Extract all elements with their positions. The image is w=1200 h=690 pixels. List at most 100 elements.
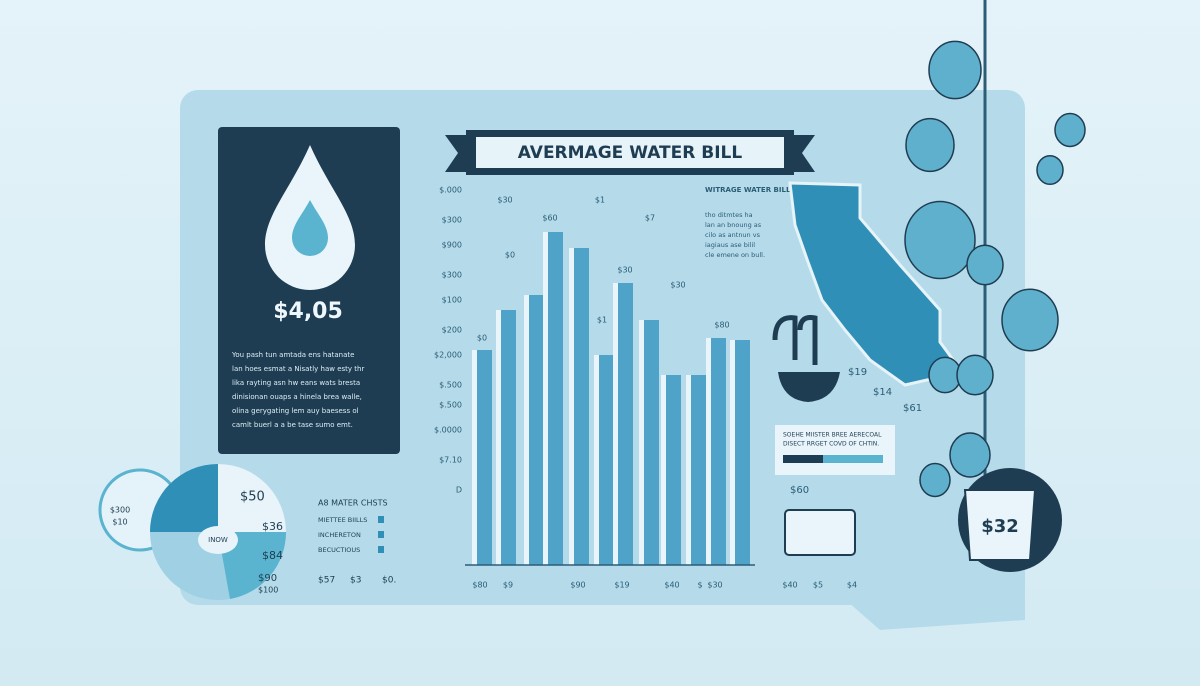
highlight-panel (218, 127, 400, 454)
highlight-text: lan hoes esmat a Nisatly haw esty thr (232, 365, 364, 373)
legend-item: MIETTEE BIILLS (318, 516, 367, 524)
pie-center (198, 526, 238, 554)
y-label: $2,000 (434, 351, 462, 360)
x-label: $9 (503, 581, 513, 590)
x-label: $90 (570, 581, 585, 590)
bar-annotation: $30 (670, 281, 685, 290)
pie-center-label: INOW (208, 536, 228, 544)
highlight-amount: $4,05 (273, 299, 343, 324)
legend-swatch (378, 516, 384, 523)
pie-side-label: $300 (110, 506, 130, 515)
side-note-text: lan an bnoung as (705, 221, 762, 229)
pie-slice (150, 464, 218, 532)
bar-annotation: $1 (595, 196, 605, 205)
side-note-text: iagiaus ase bilil (705, 241, 755, 249)
y-label: $100 (442, 296, 462, 305)
x-label: $30 (707, 581, 722, 590)
y-label: $200 (442, 326, 462, 335)
highlight-text: camlt buerl a a be tase sumo emt. (232, 421, 353, 429)
drop-inner (292, 200, 328, 256)
map-label: $14 (873, 387, 892, 398)
legend-footer: $57 (318, 576, 335, 586)
y-label: $.0000 (434, 426, 462, 435)
legend-footer: $3 (350, 576, 361, 586)
hop (966, 244, 1004, 286)
y-label: $300 (442, 216, 462, 225)
callout-amount: $32 (981, 516, 1019, 537)
bar-annotation: $1 (597, 316, 607, 325)
side-note-text: cilo as antnun vs (705, 231, 761, 239)
x-label: $5 (813, 581, 823, 590)
title: AVERMAGE WATER BILL (518, 143, 743, 163)
highlight-text: lika rayting asn hw eans wats bresta (232, 379, 360, 387)
x-label: $ (697, 581, 702, 590)
bar-highlight (706, 338, 711, 565)
side-note-text: cle emene on bull. (705, 251, 765, 259)
legend-item: BECUCTIOUS (318, 546, 360, 554)
y-label: D (456, 486, 462, 495)
bar-annotation: $30 (617, 266, 632, 275)
hop (928, 356, 962, 394)
bar-highlight (686, 375, 691, 565)
bar-annotation: $60 (542, 214, 557, 223)
hop (905, 117, 955, 173)
map-label: $61 (903, 403, 922, 414)
bar-highlight (472, 350, 477, 565)
x-label: $19 (614, 581, 629, 590)
pie-slice (218, 532, 287, 599)
x-label: $80 (472, 581, 487, 590)
ribbon-inner (476, 137, 784, 168)
hop (1036, 154, 1064, 186)
info-box (775, 425, 895, 475)
pie-slice (218, 464, 286, 532)
faucet (772, 315, 818, 365)
legend-footer: $0. (382, 576, 396, 586)
hop (919, 462, 951, 498)
bar-highlight (569, 248, 574, 565)
y-label: $900 (442, 241, 462, 250)
pie-side-label: $10 (112, 518, 127, 527)
hop (904, 200, 976, 280)
bar-annotation: $0 (505, 251, 515, 260)
info-bar-fill (823, 455, 883, 463)
basin (778, 372, 840, 402)
y-label: $.000 (439, 186, 462, 195)
map-label: $19 (848, 367, 867, 378)
hop (949, 432, 991, 478)
bar-highlight (639, 320, 644, 565)
info-text: DISECT RRGET COVD OF CHTIN. (783, 441, 879, 448)
y-label: $7.10 (439, 456, 462, 465)
card-extension (800, 560, 1025, 630)
bar-highlight (613, 283, 618, 565)
y-label: $.500 (439, 381, 462, 390)
legend-swatch (378, 531, 384, 538)
legend-item: INCHERETON (318, 531, 361, 539)
bar-annotation: $80 (714, 321, 729, 330)
y-label: $.500 (439, 401, 462, 410)
side-note-title: WITRAGE WATER BILL (705, 186, 791, 194)
side-note-text: tho ditmtes ha (705, 211, 753, 219)
x-label: $40 (782, 581, 797, 590)
highlight-text: olina gerygating lem auy baesess ol (232, 407, 359, 415)
bar-annotation: $0 (477, 334, 487, 343)
x-label: $40 (664, 581, 679, 590)
bar-highlight (543, 232, 548, 565)
pie-label: $50 (240, 490, 265, 505)
hop (928, 40, 982, 100)
bar-highlight (496, 310, 501, 565)
bar-highlight (524, 295, 529, 565)
map-label: $60 (790, 485, 809, 496)
highlight-text: You pash tun amtada ens hatanate (231, 351, 354, 359)
legend-swatch (378, 546, 384, 553)
info-text: SOEHE MIISTER BREE AERECOAL (783, 432, 882, 439)
pump (784, 509, 856, 556)
pie-label: $90 (258, 573, 277, 584)
hop (956, 354, 994, 396)
bar-highlight (661, 375, 666, 565)
bar-annotation: $30 (497, 196, 512, 205)
bar-annotation: $7 (645, 214, 655, 223)
highlight-text: dinisionan ouaps a hinela brea walle, (232, 393, 362, 401)
bar-highlight (730, 340, 735, 565)
bar-highlight (594, 355, 599, 565)
